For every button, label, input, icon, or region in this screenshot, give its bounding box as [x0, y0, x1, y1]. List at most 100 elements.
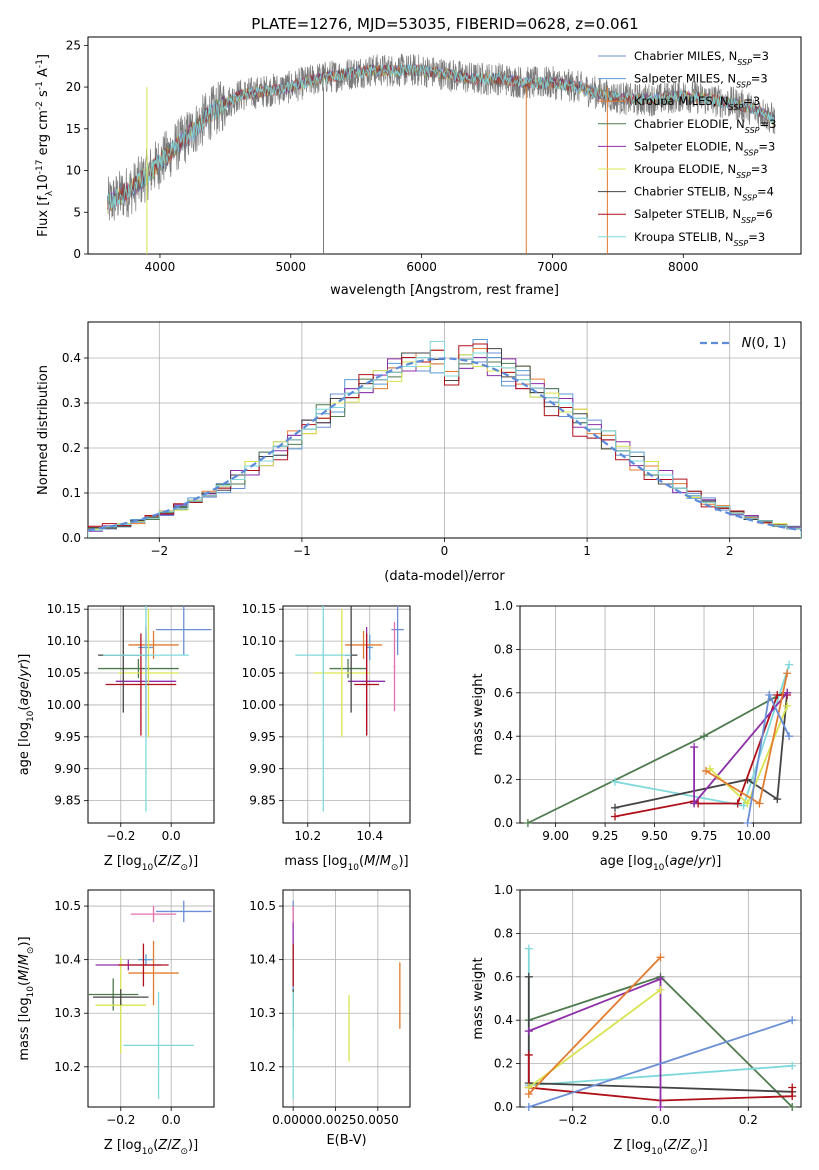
histogram-layer	[88, 339, 801, 538]
x-tick-label: 10.4	[356, 829, 383, 843]
y-axis-label-part: s	[36, 90, 51, 101]
y-tick-label: 1.0	[494, 599, 513, 613]
legend-label-base: Kroupa ELODIE, N	[634, 162, 736, 176]
x-axis-label-part: Z	[667, 1138, 678, 1153]
weight-point-marker	[743, 819, 752, 827]
y-tick-label: 0.4	[62, 351, 81, 365]
y-tick-label: 10.00	[242, 698, 276, 712]
y-tick-label: 10.2	[249, 1060, 276, 1074]
y-axis-label-part: M	[17, 954, 32, 965]
figure-title: PLATE=1276, MJD=53035, FIBERID=0628, z=0…	[251, 15, 638, 33]
legend-label: Chabrier STELIB, NSSP=4	[634, 185, 774, 203]
y-axis-label-part: M	[17, 970, 32, 981]
x-axis-label-part: ⊙	[391, 863, 399, 873]
x-axis-label-part: /	[677, 1138, 682, 1153]
x-axis-label: wavelength [Angstrom, rest frame]	[330, 283, 559, 298]
legend-label-sub: SSP	[734, 238, 749, 247]
y-axis-label-part: -2	[35, 101, 45, 110]
y-tick-label: 9.90	[54, 762, 81, 776]
weight-point-marker	[690, 743, 699, 752]
weight-point-marker	[702, 766, 711, 775]
legend-label-tail: =3	[743, 94, 760, 108]
weight-vs-Z-panel: −0.2 0.0 0.20.00.20.40.60.81.0Z [log10(Z/Z…	[471, 883, 802, 1157]
x-tick-label: 0.2	[739, 1113, 758, 1127]
legend-label-base: Kroupa MILES, N	[634, 94, 729, 108]
weight-point-marker	[524, 1027, 533, 1036]
y-tick-label: 9.95	[249, 730, 276, 744]
y-axis-label-part: age [log	[17, 722, 32, 775]
x-axis-label-part: 10	[142, 1147, 154, 1157]
x-axis-label-part: 10	[348, 863, 360, 873]
age-vs-Z-panel: −0.2 0.0 9.85 9.90 9.95 10.00 10.05 10.10 10.15 Z…	[17, 602, 215, 873]
x-tick-label: 4000	[145, 260, 176, 274]
legend-label: N(0, 1)	[742, 336, 787, 351]
x-axis-label-part: /	[375, 854, 380, 869]
y-tick-label: 25	[66, 38, 81, 52]
x-axis-label-part: age	[669, 854, 693, 869]
y-tick-label: 9.95	[54, 730, 81, 744]
x-tick-label: 0	[441, 544, 449, 558]
y-tick-label: 0.4	[494, 729, 513, 743]
weight-point-marker	[656, 953, 665, 962]
y-tick-label: 10.15	[47, 602, 81, 616]
y-tick-label: 0.0	[62, 531, 81, 545]
x-axis-label-part: 10	[653, 863, 665, 873]
y-axis-label-part: λ	[45, 190, 55, 196]
y-tick-label: 0.0	[494, 1100, 513, 1114]
x-tick-label: 2	[726, 544, 734, 558]
legend-label-tail: =3	[748, 230, 765, 244]
y-tick-label: 10.3	[54, 1006, 81, 1020]
spectrum-panel: 4000 5000 6000 7000 8000 0 5 10 15 20 25 Chabrier M…	[35, 36, 802, 298]
errorbar-layer	[295, 606, 404, 812]
y-axis-label: age [log10(age/yr)]	[17, 654, 36, 776]
legend-label-part: (0, 1)	[751, 336, 786, 351]
legend-label: Salpeter STELIB, NSSP=6	[634, 207, 773, 225]
x-tick-label: 10.2	[294, 829, 321, 843]
legend-label-tail: =3	[758, 139, 775, 153]
y-axis-label-part: age	[17, 681, 32, 705]
axes-frame	[87, 889, 215, 1108]
x-axis-label-part: Z [log	[104, 1138, 142, 1153]
weight-point-marker	[773, 690, 782, 699]
y-axis-label-part: 10	[26, 710, 36, 722]
x-axis-label-part: Z	[680, 1138, 691, 1153]
y-tick-label: 0.2	[494, 1057, 513, 1071]
spectrum-lines	[107, 53, 776, 254]
legend-label: Kroupa STELIB, NSSP=3	[634, 230, 765, 248]
legend-label-tail: =6	[756, 207, 773, 221]
x-axis-label-part: /	[167, 854, 172, 869]
y-tick-label: 0.1	[62, 486, 81, 500]
x-tick-label: 9.25	[592, 829, 619, 843]
x-tick-label: 0.0	[162, 829, 181, 843]
x-axis-label-part: /	[694, 854, 699, 869]
legend-label-base: Chabrier MILES, N	[634, 49, 737, 63]
legend-label: Salpeter MILES, NSSP=3	[634, 72, 768, 90]
weight-point-marker	[524, 972, 533, 981]
y-axis-label-part: /	[17, 965, 32, 970]
errorbar-layer	[88, 900, 212, 1099]
x-tick-label: 7000	[537, 260, 568, 274]
y-tick-label: 20	[66, 80, 81, 94]
weight-point-marker	[524, 1089, 533, 1098]
gaussian-curve-line	[87, 357, 802, 532]
weight-point-marker	[788, 1092, 797, 1101]
x-axis-label: age [log10(age/yr)]	[600, 854, 722, 873]
y-tick-label: 0.8	[494, 926, 513, 940]
y-axis-label-part: -1	[35, 81, 45, 90]
weight-point-marker	[733, 799, 742, 808]
axes-frame	[282, 889, 411, 1108]
y-axis-label-part: mass [log	[17, 997, 32, 1060]
x-tick-label: −0.2	[106, 1113, 135, 1127]
x-axis-label-part: Z	[171, 1138, 182, 1153]
y-tick-label: 0.6	[494, 686, 513, 700]
y-tick-label: 0.8	[494, 642, 513, 656]
y-tick-label: 10.5	[54, 899, 81, 913]
y-tick-label: 0.0	[494, 816, 513, 830]
legend-label-base: Chabrier ELODIE, N	[634, 117, 745, 131]
legend-label-part: N	[742, 336, 752, 351]
y-axis-label-part: 10	[26, 986, 36, 998]
x-axis-label: Z [log10(Z/Z⊙)]	[613, 1138, 707, 1157]
x-axis-label-part: mass [log	[284, 854, 347, 869]
weight-point-marker	[690, 799, 699, 808]
